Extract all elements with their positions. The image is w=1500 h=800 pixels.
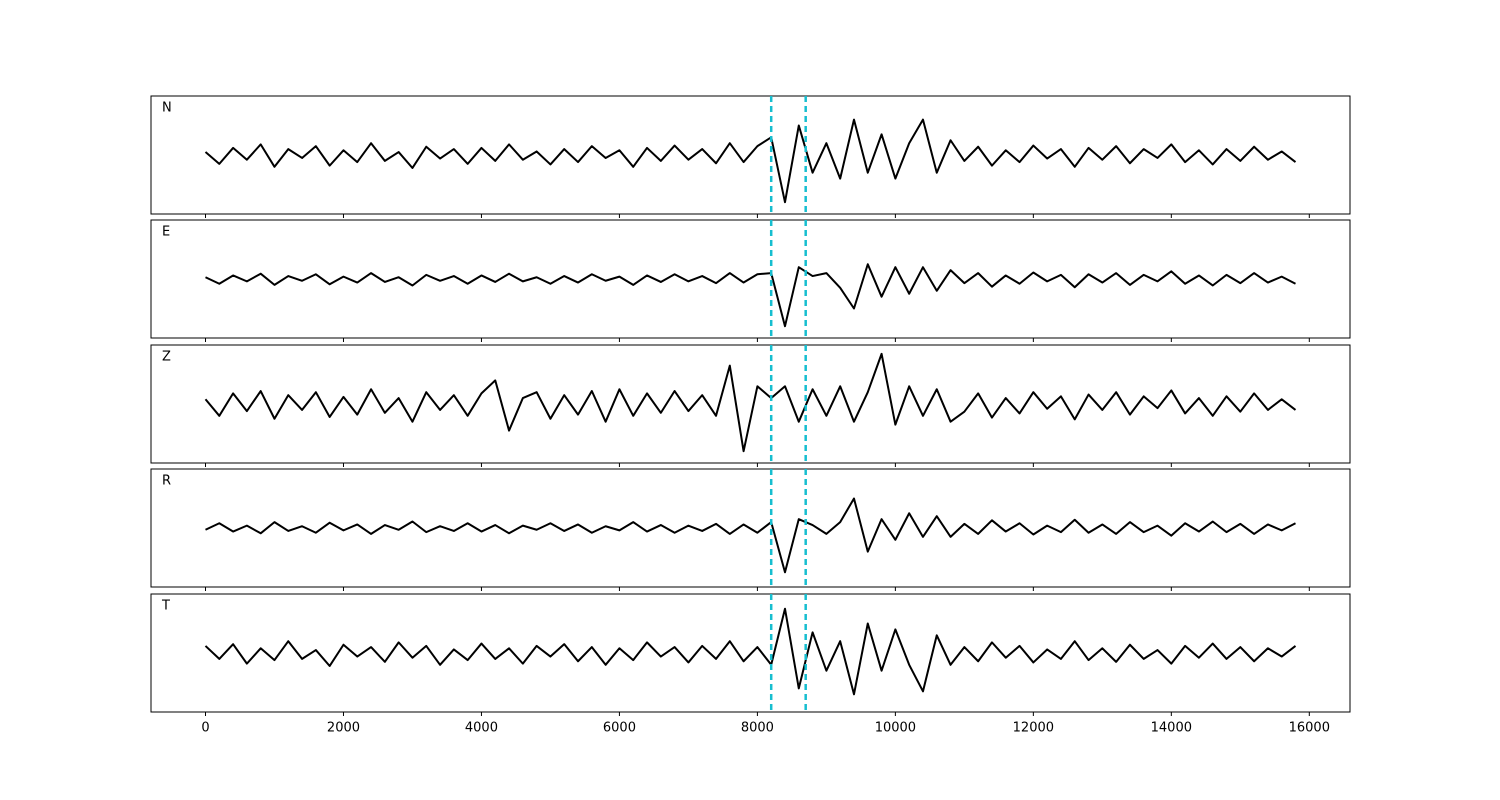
panel-frame: [150, 468, 1351, 588]
x-tick-label: 14000: [1151, 721, 1192, 736]
x-tick-label: 16000: [1289, 721, 1330, 736]
x-tick-label: 8000: [741, 721, 774, 736]
trace: [204, 607, 1297, 696]
x-tick-label: 6000: [603, 721, 636, 736]
panel-frame: [150, 219, 1351, 339]
panel-frame: [150, 593, 1351, 713]
trace: [205, 497, 1296, 574]
x-tick-label: 10000: [875, 721, 916, 736]
x-tick-label: 4000: [465, 721, 498, 736]
panel-label: N: [162, 101, 172, 116]
trace: [205, 263, 1296, 328]
panel-frame: [150, 344, 1351, 464]
panel-frame: [150, 95, 1351, 215]
trace: [204, 352, 1297, 453]
x-tick-label: 0: [201, 721, 209, 736]
x-tick-label: 2000: [327, 721, 360, 736]
trace: [204, 118, 1297, 204]
x-tick-label: 12000: [1013, 721, 1054, 736]
panel-label: Z: [162, 350, 171, 365]
panel-label: R: [162, 474, 171, 489]
panel-label: E: [162, 225, 170, 240]
panel-label: T: [161, 599, 170, 614]
